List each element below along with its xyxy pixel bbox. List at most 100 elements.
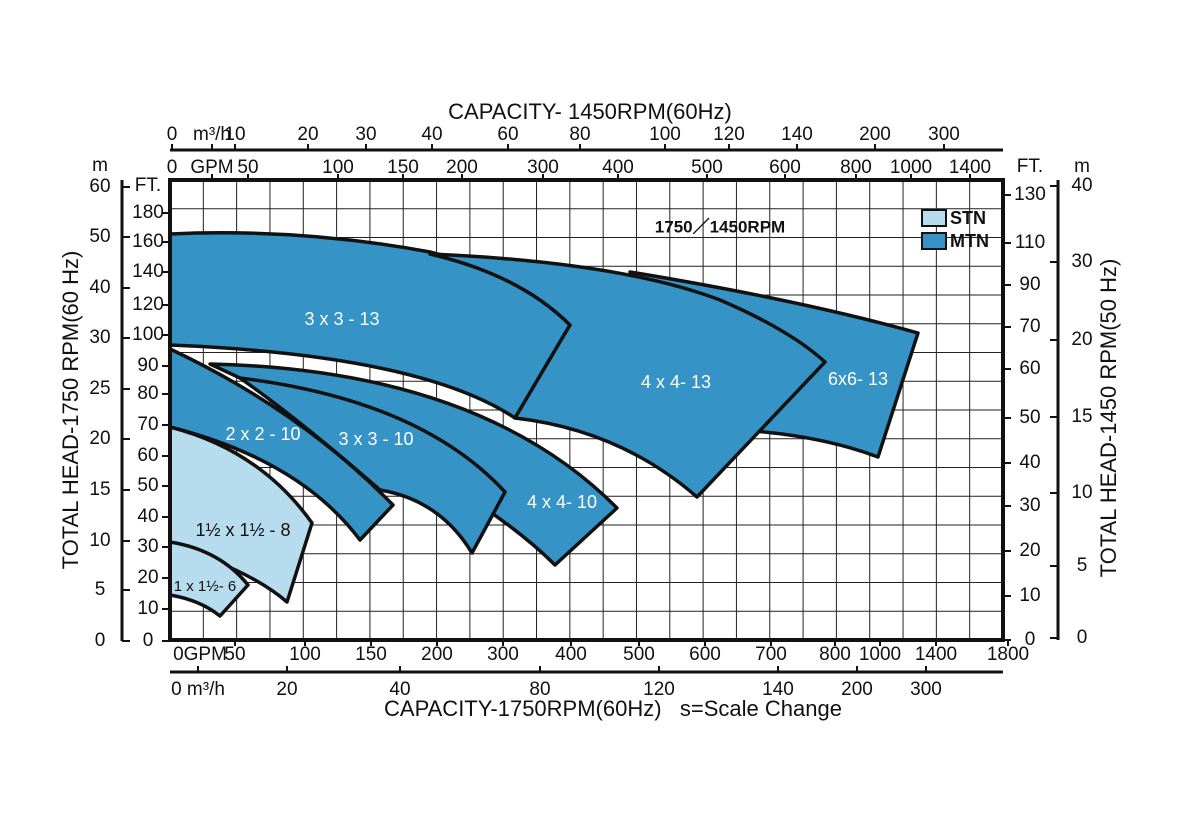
tick-label: 200 [446,157,478,178]
tick-label: 0GPM [173,644,227,665]
tick-label: 50 [1019,407,1040,428]
tick-label: 40 [1071,175,1092,196]
tick-label: 90 [1019,274,1040,295]
tick-label: 30 [1071,251,1092,272]
tick-label: 140 [781,124,813,145]
right-title: TOTAL HEAD-1450 RPM(50 Hz) [1096,259,1121,578]
tick-label: 200 [421,644,453,665]
tick-label: 40 [89,277,110,298]
tick-label: 20 [297,124,318,145]
speed-label: 1750／1450RPM [655,216,785,236]
bottom-title: CAPACITY-1750RPM(60Hz) s=Scale Change [384,696,842,721]
pump-label: 1½ x 1½ - 8 [195,520,290,540]
tick-label: 20 [1019,540,1040,561]
tick-label: 400 [555,644,587,665]
tick-label: 70 [137,414,158,435]
tick-label: 100 [649,124,681,145]
pump-region [168,540,250,618]
tick-label: 60 [1019,358,1040,379]
tick-label: 600 [769,157,801,178]
legend-swatch [921,232,947,250]
tick-label: 20 [1071,329,1092,350]
tick-label: 50 [224,644,245,665]
tick-label: 1400 [949,157,991,178]
pump-label: 4 x 4- 10 [527,492,597,512]
tick-label: 0 [167,124,178,145]
tick-label: 60 [137,445,158,466]
tick-label: m [1074,156,1090,177]
tick-label: 300 [527,157,559,178]
tick-label: 25 [89,378,110,399]
left-title: TOTAL HEAD-1750 RPM(60 Hz) [58,251,83,570]
tick-label: 30 [137,536,158,557]
tick-label: 90 [137,355,158,376]
tick-label: 100 [132,324,164,345]
tick-label: 15 [1071,406,1092,427]
pump-region [168,347,395,542]
tick-label: 60 [89,176,110,197]
tick-label: 40 [389,679,410,700]
tick-label: 15 [89,479,110,500]
tick-label: 30 [89,327,110,348]
tick-label: FT. [135,175,161,196]
tick-label: 40 [1019,452,1040,473]
tick-label: 0 [95,630,106,651]
tick-label: 130 [1014,184,1046,205]
tick-label: m³/h [193,124,231,145]
legend-label: STN [950,208,986,228]
tick-label: 140 [762,679,794,700]
plot-border [168,178,1005,642]
tick-label: 40 [421,124,442,145]
tick-label: 300 [928,124,960,145]
tick-label: 120 [713,124,745,145]
tick-label: 50 [137,475,158,496]
tick-label: m [92,155,108,176]
tick-label: 700 [755,644,787,665]
tick-label: 500 [623,644,655,665]
tick-label: 20 [137,567,158,588]
legend: STN MTN [921,208,989,251]
tick-label: 5 [1077,555,1088,576]
tick-label: 70 [1019,316,1040,337]
tick-label: 0 [1025,629,1036,650]
pump-label: 4 x 4- 13 [641,372,711,392]
tick-label: 1400 [915,644,957,665]
tick-label: 60 [497,124,518,145]
tick-label: 1000 [890,157,932,178]
tick-label: GPM [190,157,233,178]
tick-label: 20 [276,679,297,700]
tick-label: 500 [691,157,723,178]
tick-label: 10 [1019,585,1040,606]
pump-label: 6x6- 13 [828,369,888,389]
tick-label: 300 [487,644,519,665]
legend-swatch [921,209,947,227]
pump-region [428,252,827,499]
tick-label: FT. [1017,156,1043,177]
tick-label: 30 [1019,495,1040,516]
tick-label: 10 [224,124,245,145]
tick-label: 30 [355,124,376,145]
tick-label: 800 [840,157,872,178]
legend-label: MTN [950,231,989,251]
tick-label: 100 [322,157,354,178]
tick-label: 0 m³/h [171,679,225,700]
tick-label: 120 [643,679,675,700]
tick-label: 180 [132,202,164,223]
tick-label: 300 [910,679,942,700]
tick-label: 50 [237,157,258,178]
tick-label: 20 [89,428,110,449]
tick-label: 1000 [859,644,901,665]
pump-label: 1 x 1½- 6 [174,578,237,595]
tick-label: 40 [137,506,158,527]
tick-label: 5 [95,579,106,600]
tick-label: 10 [137,598,158,619]
tick-label: 80 [137,383,158,404]
tick-label: 80 [529,679,550,700]
tick-label: 0 [1077,627,1088,648]
tick-label: 10 [89,530,110,551]
pump-label: 3 x 3 - 13 [304,309,379,329]
tick-label: 110 [1015,232,1045,253]
tick-label: 800 [819,644,851,665]
tick-label: 80 [569,124,590,145]
